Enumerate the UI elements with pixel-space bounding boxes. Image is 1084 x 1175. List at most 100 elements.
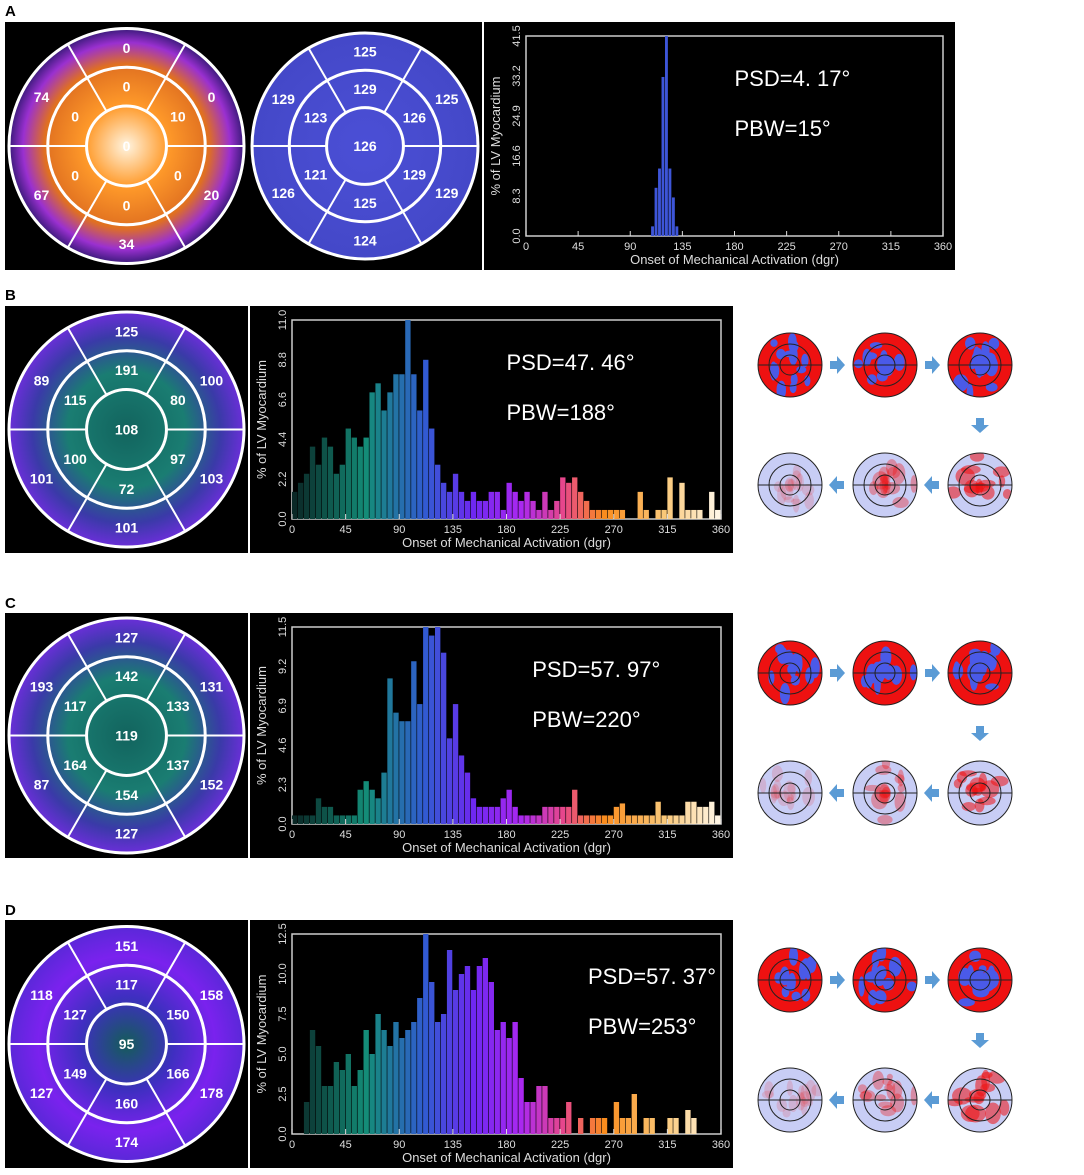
histogram-bar bbox=[595, 1118, 602, 1134]
x-tick-label: 90 bbox=[624, 241, 636, 253]
histogram-bar bbox=[423, 934, 429, 1134]
segment-value: 129 bbox=[435, 185, 459, 201]
polar-map-disc bbox=[9, 28, 244, 264]
histogram-bar bbox=[357, 1070, 363, 1134]
activation-patch bbox=[788, 948, 799, 966]
histogram-bar bbox=[309, 815, 316, 824]
y-tick-label: 0.0 bbox=[511, 228, 523, 243]
activation-patch bbox=[800, 1096, 808, 1116]
histogram-bar bbox=[583, 815, 590, 824]
histogram-bar bbox=[452, 990, 459, 1134]
histogram-bar bbox=[637, 491, 643, 519]
segment-divider bbox=[307, 47, 347, 114]
activation-patch bbox=[783, 496, 795, 503]
histogram-bar bbox=[651, 226, 654, 236]
segment-value: 74 bbox=[34, 89, 50, 105]
activation-patch bbox=[985, 683, 999, 690]
activation-patch bbox=[876, 965, 887, 980]
segment-value: 125 bbox=[353, 44, 377, 60]
histogram-bar bbox=[601, 815, 608, 824]
histogram-bar bbox=[655, 509, 661, 519]
histogram-bar bbox=[375, 798, 381, 824]
histogram-bar bbox=[440, 1014, 447, 1134]
arrow-icon bbox=[924, 476, 939, 494]
segment-value: 10 bbox=[170, 108, 186, 124]
x-tick-label: 135 bbox=[444, 829, 462, 841]
activation-patch bbox=[965, 1104, 986, 1123]
x-tick-label: 315 bbox=[658, 524, 676, 536]
histogram-bar bbox=[297, 815, 304, 824]
histogram-bar bbox=[654, 187, 658, 236]
histogram-bar bbox=[566, 806, 572, 824]
segment-divider bbox=[145, 180, 187, 249]
histogram-bar bbox=[691, 801, 697, 824]
y-tick-label: 2.2 bbox=[277, 472, 289, 487]
sequence-map bbox=[852, 332, 918, 398]
x-tick-label: 315 bbox=[658, 829, 676, 841]
activation-patch bbox=[780, 484, 794, 501]
activation-patch bbox=[884, 978, 891, 990]
segment-value: 166 bbox=[166, 1066, 190, 1082]
segment-divider bbox=[383, 47, 423, 114]
histogram-bar bbox=[607, 815, 614, 824]
activation-patch bbox=[988, 655, 996, 666]
activation-patch bbox=[788, 1094, 798, 1113]
histogram-bar bbox=[435, 1022, 441, 1134]
segment-value: 121 bbox=[304, 167, 328, 183]
segment-value: 125 bbox=[115, 323, 139, 339]
histogram-bar bbox=[548, 806, 554, 824]
segment-divider bbox=[66, 769, 108, 838]
sequence-map bbox=[757, 452, 823, 518]
histogram-bar bbox=[470, 491, 477, 519]
x-tick-label: 135 bbox=[444, 1139, 462, 1151]
x-tick-label: 180 bbox=[497, 829, 515, 841]
activation-patch bbox=[787, 783, 797, 794]
x-axis-label: Onset of Mechanical Activation (dgr) bbox=[402, 1150, 611, 1165]
x-tick-label: 360 bbox=[712, 1139, 730, 1151]
segment-value: 101 bbox=[115, 520, 139, 536]
histogram-bar bbox=[649, 1118, 655, 1134]
activation-patch bbox=[770, 339, 778, 347]
histogram-bar bbox=[566, 482, 572, 519]
histogram-bar bbox=[452, 473, 459, 519]
histogram-bar bbox=[482, 958, 489, 1134]
histogram-bar bbox=[512, 1022, 518, 1134]
y-tick-label: 4.6 bbox=[277, 738, 289, 753]
activation-patch bbox=[963, 479, 980, 498]
histogram-bar bbox=[357, 446, 363, 519]
histogram-bar bbox=[661, 509, 667, 519]
segment-value: 178 bbox=[200, 1085, 224, 1101]
histogram-bar bbox=[625, 1118, 632, 1134]
histogram-bar bbox=[524, 1102, 530, 1134]
sequence-map bbox=[947, 947, 1013, 1013]
activation-patch bbox=[969, 648, 982, 659]
activation-patch bbox=[805, 1079, 817, 1102]
activation-patch bbox=[792, 464, 801, 479]
x-tick-label: 135 bbox=[673, 241, 691, 253]
activation-patch bbox=[859, 1091, 872, 1100]
activation-patch bbox=[882, 1078, 893, 1086]
segment-value: 95 bbox=[119, 1036, 135, 1052]
segment-value: 67 bbox=[34, 187, 50, 203]
histogram-bar bbox=[709, 801, 715, 824]
histogram-bar bbox=[345, 428, 351, 519]
arrow-icon bbox=[971, 418, 989, 433]
y-tick-label: 6.6 bbox=[277, 392, 289, 407]
histogram-bar bbox=[417, 998, 423, 1134]
histogram-bar bbox=[619, 1118, 626, 1134]
x-tick-label: 45 bbox=[340, 524, 352, 536]
segment-value: 103 bbox=[200, 471, 224, 487]
activation-patch bbox=[802, 786, 815, 807]
histogram-bar bbox=[321, 1086, 328, 1134]
histogram-bar bbox=[524, 491, 530, 519]
segment-value: 115 bbox=[64, 392, 87, 408]
histogram-bar bbox=[589, 1118, 596, 1134]
x-tick-label: 90 bbox=[393, 524, 405, 536]
activation-patch bbox=[791, 991, 801, 1002]
y-tick-label: 9.2 bbox=[277, 659, 289, 674]
histogram-bar bbox=[327, 806, 334, 824]
arrow-icon bbox=[925, 971, 940, 989]
segment-value: 87 bbox=[34, 777, 50, 793]
activation-patch bbox=[969, 453, 985, 462]
histogram-bar bbox=[625, 815, 632, 824]
